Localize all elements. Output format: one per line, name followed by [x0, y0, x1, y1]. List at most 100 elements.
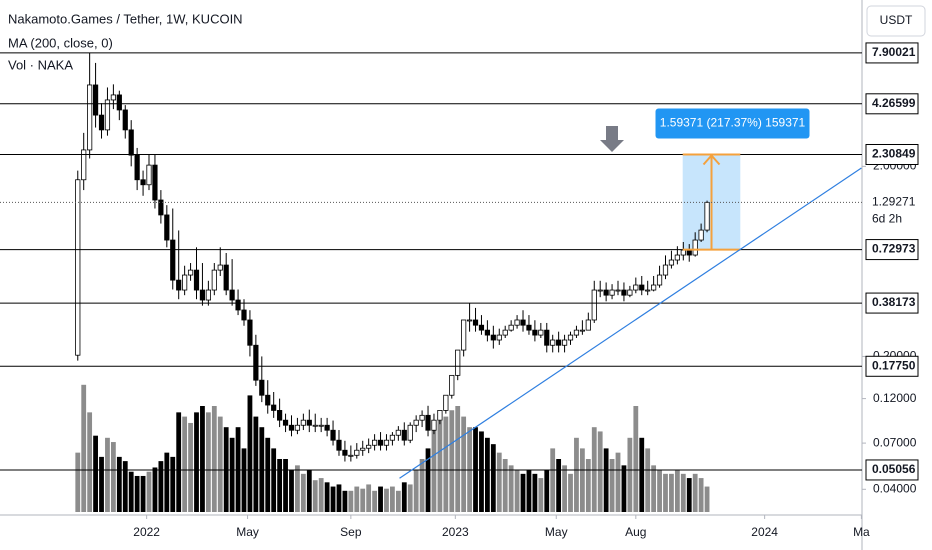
- candle-body: [366, 444, 372, 449]
- x-tick-label: Aug: [625, 525, 646, 539]
- volume-bar: [526, 469, 532, 512]
- candle-body: [466, 319, 473, 322]
- volume-bar: [627, 437, 633, 512]
- volume-bar: [686, 478, 692, 512]
- volume-bar: [621, 465, 627, 512]
- chart-title: Nakamoto.Games / Tether, 1W, KUCOIN: [8, 11, 243, 26]
- candle-body: [98, 114, 105, 131]
- level-label: 7.90021: [872, 45, 916, 59]
- volume-bar: [372, 490, 378, 512]
- candle-body: [502, 329, 508, 336]
- volume-bar: [532, 473, 538, 512]
- candle-body: [318, 424, 324, 427]
- volume-bar: [354, 486, 360, 512]
- volume-bar: [704, 486, 710, 512]
- candle-body: [461, 319, 467, 351]
- candle-body: [538, 329, 544, 336]
- volume-bar: [663, 473, 668, 512]
- volume-bar: [152, 467, 158, 512]
- volume-bar: [170, 456, 176, 512]
- current-price-label: 1.29271: [872, 195, 916, 209]
- button-label[interactable]: USDT: [880, 13, 913, 27]
- candle-body: [193, 269, 200, 291]
- volume-bar: [384, 488, 389, 512]
- candle-body: [472, 319, 479, 326]
- volume-bar: [312, 480, 318, 512]
- x-tick-label: 2024: [751, 525, 778, 539]
- x-tick-label: May: [236, 525, 259, 539]
- x-tick-label: Ma: [853, 525, 870, 539]
- candle-body: [609, 289, 615, 296]
- volume-bar: [75, 452, 81, 512]
- volume-bar: [229, 437, 235, 512]
- level-label-box: [865, 355, 919, 377]
- candle-body: [573, 329, 580, 336]
- level-label-box: [865, 42, 919, 64]
- volume-bar: [674, 469, 680, 512]
- candle-body: [478, 324, 485, 331]
- volume-bar: [550, 448, 556, 512]
- candle-body: [330, 429, 336, 441]
- candle-body: [170, 239, 176, 281]
- volume-bar: [194, 412, 199, 512]
- volume-bar: [217, 416, 223, 512]
- volume-bar: [568, 473, 573, 512]
- candle-body: [205, 289, 211, 301]
- volume-bar: [116, 456, 122, 512]
- candle-body: [324, 424, 330, 431]
- y-tick-label: 0.12000: [873, 391, 917, 405]
- level-label-box: [865, 239, 919, 261]
- level-label-box: [865, 459, 919, 481]
- candle-body: [146, 164, 152, 186]
- volume-bar: [419, 459, 425, 512]
- candle-body: [158, 199, 164, 216]
- volume-bar: [283, 459, 288, 512]
- volume-bar: [692, 473, 698, 512]
- volume-bar: [241, 448, 247, 512]
- candle-body: [282, 419, 289, 426]
- level-label: 0.72973: [872, 242, 916, 256]
- candle-body: [686, 249, 692, 256]
- candle-body: [288, 424, 295, 431]
- candle-body: [271, 404, 277, 411]
- candle-body: [306, 419, 312, 426]
- candle-body: [692, 239, 698, 256]
- volume-bar: [609, 459, 615, 512]
- candle-body: [360, 447, 366, 451]
- volume-bar: [378, 486, 383, 512]
- candle-body: [265, 394, 271, 406]
- candle-body: [152, 164, 158, 201]
- candle-body: [508, 324, 514, 331]
- candle-body: [395, 429, 401, 436]
- currency-button[interactable]: USDT: [866, 5, 926, 37]
- candle-body: [419, 414, 425, 421]
- candle-body: [455, 349, 461, 376]
- candle-body: [431, 419, 437, 431]
- button-frame[interactable]: [866, 5, 926, 37]
- volume-bar: [449, 410, 455, 512]
- candle-body: [377, 439, 384, 446]
- candle-body: [75, 179, 81, 356]
- arrow-marker: [600, 126, 624, 152]
- candle-body: [253, 344, 259, 381]
- volume-bar: [342, 490, 348, 512]
- x-tick-label: Sep: [340, 525, 362, 539]
- volume-bar: [360, 488, 366, 512]
- candle-body: [217, 264, 223, 271]
- level-label: 2.30849: [872, 147, 916, 161]
- volume-bar: [182, 416, 188, 512]
- volume-bar: [158, 461, 164, 512]
- volume-bar: [496, 452, 502, 512]
- candle-body: [176, 279, 182, 291]
- candle-body: [674, 254, 680, 261]
- trendline: [399, 167, 862, 479]
- volume-bar: [295, 465, 300, 512]
- y-tick-label: 0.07000: [873, 435, 917, 449]
- volume-bar: [128, 471, 134, 512]
- candle-body: [514, 319, 520, 326]
- volume-bar: [122, 461, 128, 512]
- volume-bar: [455, 406, 461, 512]
- volume-bar: [657, 469, 662, 512]
- level-label-box: [865, 143, 919, 165]
- candle-body: [621, 289, 627, 296]
